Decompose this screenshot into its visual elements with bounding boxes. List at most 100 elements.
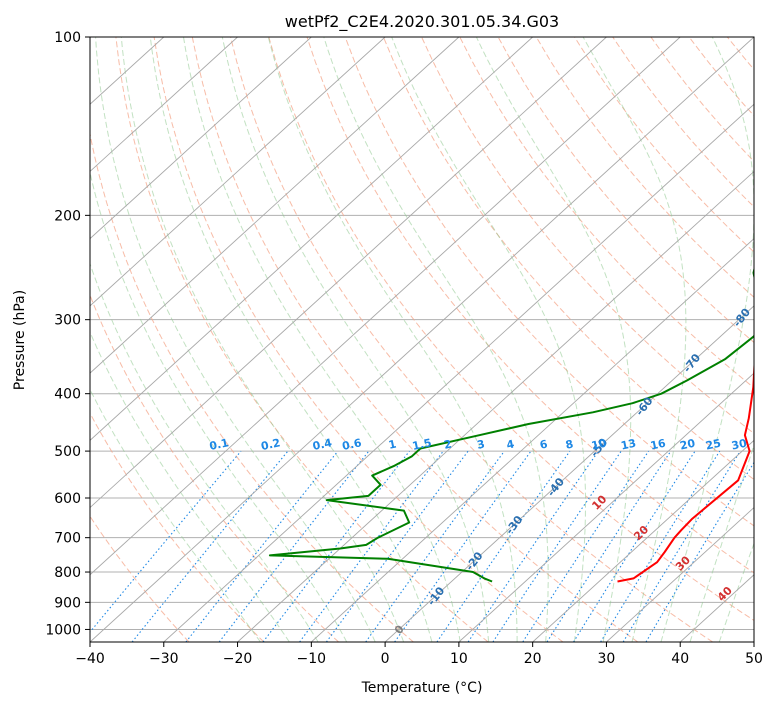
moist-adiabat [120,37,405,642]
x-tick-label: 20 [524,651,542,667]
mixing-ratio-label: 0.4 [311,436,333,453]
mixing-ratio-label: 20 [679,437,697,453]
isotherm [311,238,754,642]
x-tick-label: −20 [223,651,253,667]
y-axis-label: Pressure (hPa) [12,290,28,390]
mixing-ratio-line [90,450,242,633]
mixing-ratio-line [522,450,650,642]
mixing-ratio-line [131,450,289,642]
moist-adiabat [183,37,461,642]
dry-adiabat [153,37,564,642]
y-tick-label: 400 [54,387,81,403]
y-axis-ticks: 100 200 300 400 500 600 700 800 900 1000 [45,30,90,638]
mixing-ratio-label: 36 [752,437,770,453]
dry-adiabat [191,37,639,642]
mixing-ratio-label: 0.2 [260,436,282,453]
mixing-ratio-label: 1.5 [411,436,433,453]
y-tick-label: 700 [54,531,81,547]
moist-adiabat [90,262,319,642]
mixing-ratio-line [467,450,599,642]
isotherm [90,37,754,642]
moist-adiabat [475,37,632,642]
isotherm [606,506,754,642]
moist-adiabat [582,37,687,642]
moist-adiabat [90,170,348,642]
mixing-ratio-line [492,450,622,642]
x-tick-label: 50 [745,651,763,667]
x-tick-label: 0 [381,651,390,667]
mixing-ratio-line [546,450,672,642]
mixing-ratio-label: 25 [704,437,722,453]
mixing-ratio-label: 0.1 [208,436,230,453]
isotherm [163,103,754,642]
y-tick-label: 800 [54,565,81,581]
mixing-ratio-label: 8 [564,437,574,451]
dry-adiabat [306,37,754,574]
moist-adiabat [149,37,433,642]
mixing-ratio-label: 13 [620,437,638,453]
x-tick-label: −30 [149,651,179,667]
moist-adiabat [90,330,290,642]
y-tick-label: 200 [54,208,81,224]
x-tick-label: 30 [598,651,616,667]
y-tick-label: 1000 [45,622,81,638]
moist-adiabat [95,37,376,642]
mixing-ratio-label: 16 [649,437,667,453]
mixing-ratio-label: 0.6 [341,436,363,453]
isotherm [458,372,754,642]
isotherm [90,37,607,509]
mixing-ratio-line [622,450,741,642]
y-tick-label: 500 [54,444,81,460]
chart-title: wetPf2_C2E4.2020.301.05.34.G03 [285,12,559,32]
y-tick-label: 100 [54,30,81,46]
moist-adiabat [267,37,518,642]
dry-adiabat [459,37,754,389]
plot-frame [89,36,755,643]
mixing-ratio-label: 6 [539,437,550,451]
isotherm [90,37,681,576]
temperature-profile [617,355,754,583]
dry-adiabat [90,293,339,642]
dry-adiabat [115,37,489,642]
mixing-ratio-line [436,450,571,642]
sounding-profiles [268,266,754,583]
dry-adiabat [497,37,754,344]
isotherm [237,170,754,642]
moist-adiabat [660,37,754,642]
mixing-ratio-label: 1 [387,437,397,451]
moist-adiabat [323,37,549,642]
mixing-ratio-label: 10 [590,437,608,453]
x-axis-label: Temperature (°C) [361,680,483,696]
dry-adiabat [90,412,265,642]
isotherm [90,37,238,173]
y-tick-label: 300 [54,313,81,329]
isotherm [532,439,754,642]
x-axis-ticks: −40 −30 −20 −10 0 10 20 30 40 50 [75,642,763,667]
isotherm [90,37,533,441]
moist-adiabats [90,37,754,642]
dry-adiabat [268,37,754,622]
dewpoint-profile [268,266,754,583]
isotherm [90,37,386,307]
mixing-ratio-label: 2 [443,437,453,451]
y-tick-label: 900 [54,595,81,611]
x-tick-label: −10 [297,651,327,667]
isotherm [384,305,754,642]
mixing-ratio-line [299,450,444,642]
isotherm [90,37,312,240]
isotherm [90,37,460,374]
moist-adiabat [90,388,261,642]
x-tick-label: 10 [450,651,468,667]
moist-adiabat [689,443,754,642]
x-tick-label: 40 [671,651,689,667]
mixing-ratio-line [325,450,469,642]
y-tick-label: 600 [54,491,81,507]
dry-adiabat [90,515,190,642]
mixing-ratio-label: 3 [476,437,486,451]
skewed-isotherms [90,37,754,642]
mixing-ratio-label: 30 [730,437,748,453]
x-tick-label: −40 [75,651,105,667]
mixing-ratio-line [185,450,339,642]
mixing-ratio-label: 4 [505,437,516,451]
